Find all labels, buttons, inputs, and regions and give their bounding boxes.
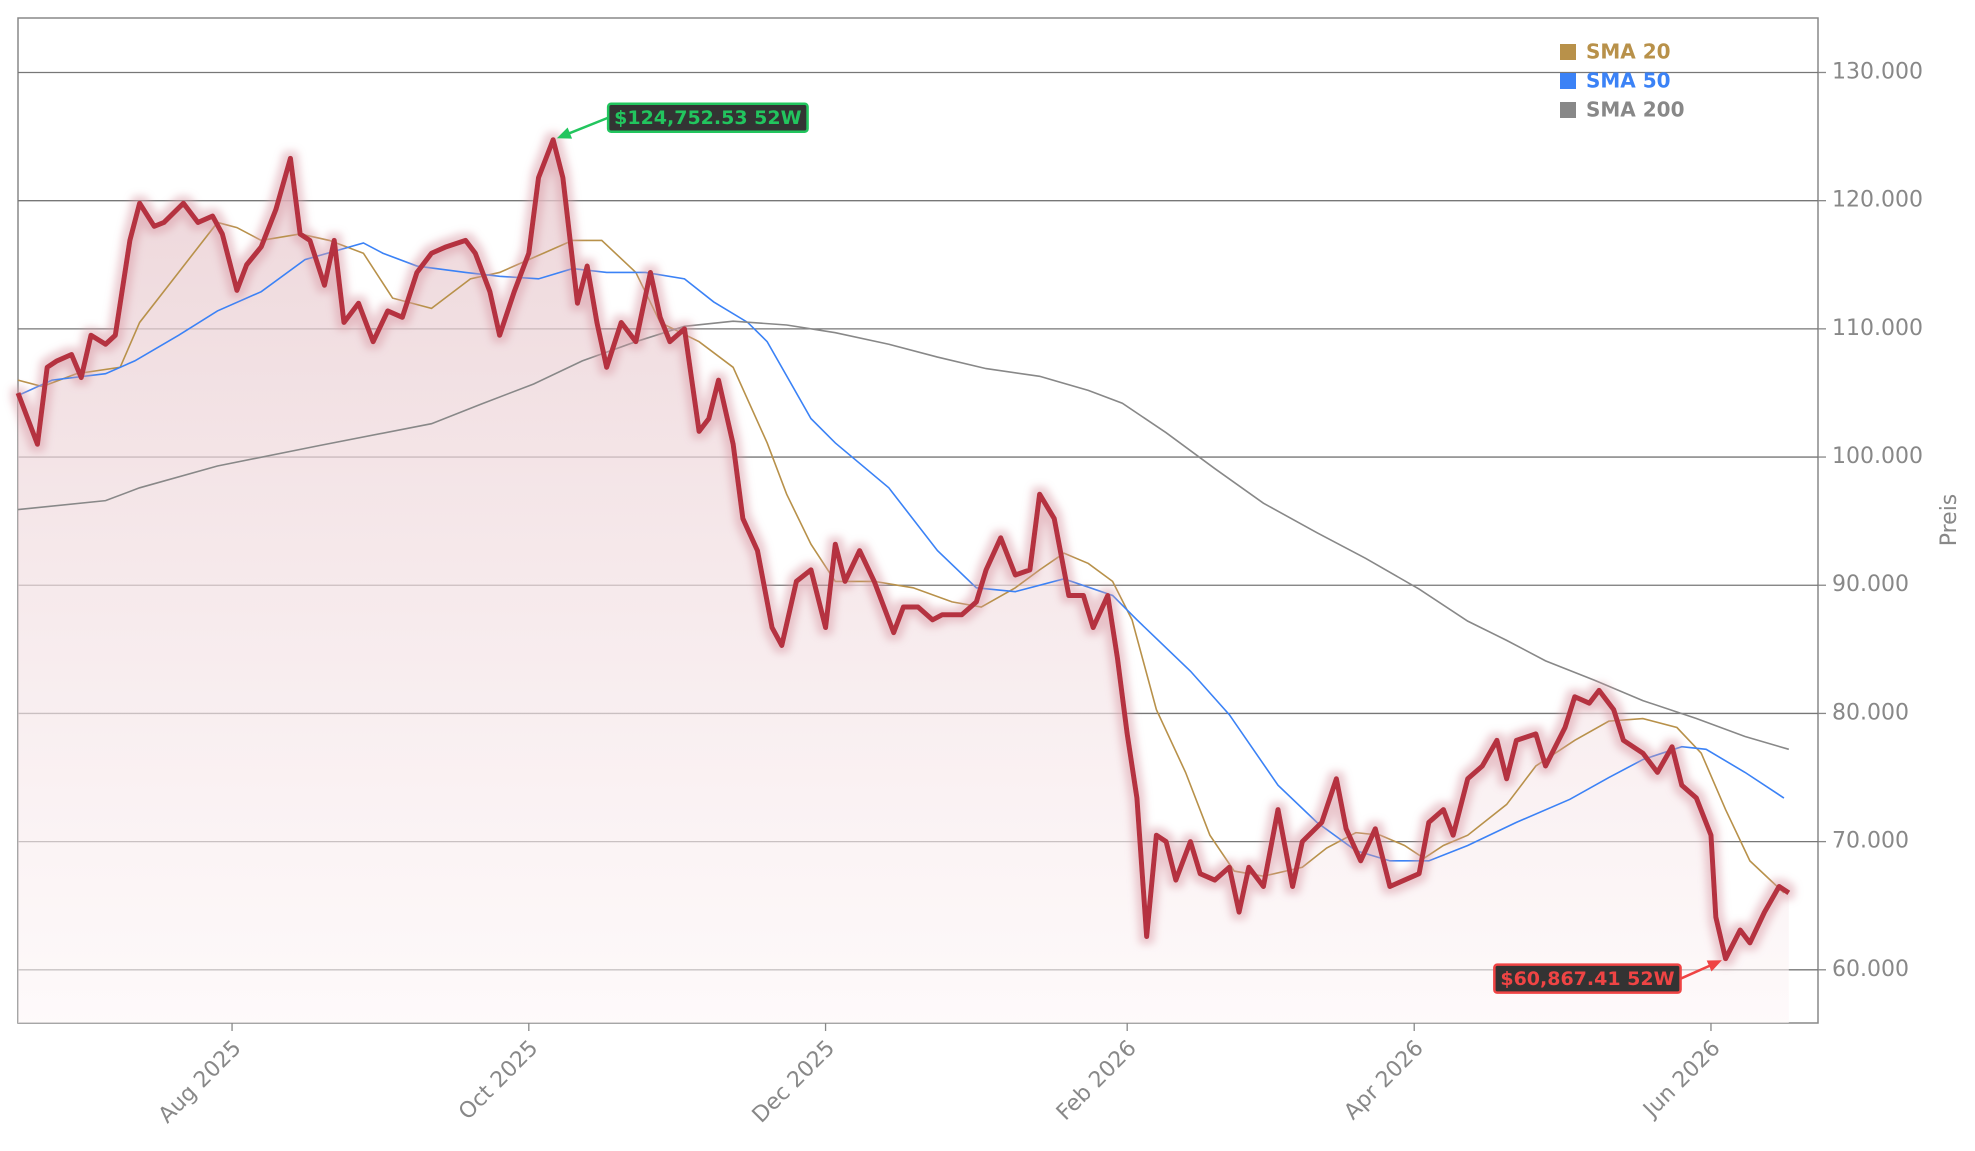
y-tick-label: 60.000 [1832,957,1909,982]
annotation-label: $124,752.53 52W [614,107,801,129]
x-tick-label: Apr 2026 [1340,1036,1429,1125]
annotation-arrow [565,116,609,136]
x-tick-label: Oct 2025 [454,1036,543,1125]
y-axis-label: Preis [1937,494,1962,547]
sma-line [17,320,1790,751]
legend-swatch [1560,73,1576,89]
y-tick-label: 90.000 [1832,572,1909,597]
x-tick-label: Feb 2026 [1052,1036,1142,1126]
annotation-arrowhead [556,127,573,139]
y-tick-label: 130.000 [1832,59,1923,84]
annotation: $60,867.41 52W [1493,960,1722,994]
x-tick-label: Jun 2026 [1638,1036,1726,1124]
legend-label: SMA 50 [1586,69,1671,93]
x-tick-label: Dec 2025 [748,1036,840,1128]
y-tick-label: 120.000 [1832,188,1923,213]
price-line [15,137,1791,962]
y-tick-label: 80.000 [1832,700,1909,725]
annotation-arrow [1680,963,1714,980]
y-tick-label: 100.000 [1832,444,1923,469]
annotation-label: $60,867.41 52W [1500,968,1674,990]
legend-swatch [1560,44,1576,60]
annotation-arrowhead [1706,960,1722,972]
annotation: $124,752.53 52W [556,102,809,139]
legend-label: SMA 20 [1586,40,1671,64]
sma-line [17,221,1785,894]
y-tick-label: 70.000 [1832,829,1909,854]
legend-swatch [1560,102,1576,118]
x-tick-label: Aug 2025 [154,1036,247,1129]
legend-label: SMA 200 [1586,98,1685,122]
y-tick-label: 110.000 [1832,316,1923,341]
price-area [18,139,1789,1023]
